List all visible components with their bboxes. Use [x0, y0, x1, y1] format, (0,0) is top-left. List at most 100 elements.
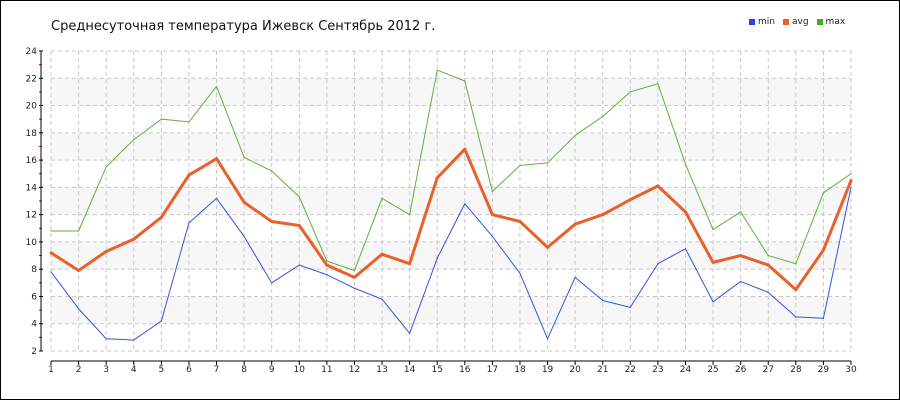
data-point-min: [740, 280, 742, 283]
series-line-min: [50, 187, 852, 341]
data-point-avg: [463, 147, 467, 151]
data-point-min: [353, 287, 356, 289]
y-tick-label: 16: [26, 156, 38, 166]
data-point-max: [50, 230, 52, 232]
x-tick-label: 11: [321, 365, 332, 375]
data-point-max: [712, 229, 714, 231]
data-point-avg: [490, 213, 494, 217]
data-point-avg: [187, 173, 191, 177]
data-point-max: [574, 134, 576, 137]
data-point-avg: [849, 179, 853, 183]
x-tick-label: 19: [542, 365, 554, 375]
data-point-avg: [242, 200, 246, 204]
data-point-avg: [270, 219, 274, 223]
data-point-min: [546, 338, 549, 340]
data-point-min: [50, 271, 52, 273]
data-point-min: [105, 338, 107, 340]
x-tick-label: 7: [214, 365, 220, 375]
data-point-min: [657, 263, 659, 265]
data-point-min: [215, 197, 218, 199]
data-point-avg: [49, 251, 53, 255]
legend-label-min: min: [758, 17, 775, 27]
data-point-max: [188, 121, 190, 123]
data-point-max: [409, 214, 411, 216]
x-tick-label: 13: [376, 365, 387, 375]
data-point-max: [160, 118, 162, 120]
data-point-max: [243, 156, 245, 158]
data-point-avg: [77, 269, 81, 273]
data-point-min: [464, 203, 466, 205]
data-point-avg: [518, 219, 522, 223]
data-point-avg: [794, 288, 798, 292]
y-tick-label: 2: [31, 347, 37, 357]
data-point-avg: [821, 248, 825, 252]
x-tick-label: 20: [569, 365, 581, 375]
data-point-avg: [297, 224, 301, 228]
data-point-max: [602, 115, 604, 118]
x-tick-label: 29: [818, 365, 830, 375]
x-tick-label: 26: [735, 365, 747, 375]
data-point-max: [740, 211, 742, 213]
data-point-avg: [104, 249, 108, 253]
x-tick-label: 2: [76, 365, 82, 375]
legend: min avg max: [749, 17, 845, 27]
data-point-avg: [325, 263, 329, 267]
data-point-max: [215, 85, 218, 88]
data-point-max: [105, 166, 107, 168]
series-line-avg: [50, 147, 853, 292]
data-point-max: [271, 170, 273, 172]
legend-swatch-max: [816, 19, 823, 25]
x-tick-label: 15: [431, 365, 442, 375]
x-tick-label: 10: [294, 365, 306, 375]
grid-band: [51, 132, 851, 161]
y-tick-label: 18: [26, 129, 38, 139]
x-tick-label: 14: [404, 365, 416, 375]
legend-label-max: max: [825, 17, 846, 27]
data-point-avg: [215, 157, 219, 161]
data-point-avg: [435, 176, 439, 180]
data-point-min: [77, 308, 80, 310]
data-point-min: [574, 276, 576, 278]
data-point-avg: [739, 254, 743, 258]
x-tick-label: 25: [707, 365, 718, 375]
x-tick-label: 6: [186, 365, 192, 375]
x-tick-label: 22: [625, 365, 636, 375]
data-point-avg: [408, 262, 412, 266]
data-point-max: [326, 260, 328, 262]
y-tick-label: 12: [26, 211, 37, 221]
data-point-min: [133, 339, 135, 341]
data-point-min: [409, 332, 411, 334]
data-point-avg: [380, 252, 384, 256]
x-tick-label: 1: [48, 365, 54, 375]
x-tick-label: 12: [349, 365, 360, 375]
legend-item-min: min: [749, 17, 775, 27]
x-tick-label: 24: [680, 365, 692, 375]
data-point-avg: [628, 198, 632, 202]
data-point-max: [822, 192, 825, 194]
data-point-min: [767, 291, 769, 293]
x-tick-label: 5: [158, 365, 164, 375]
x-tick-label: 17: [487, 365, 498, 375]
data-point-min: [243, 235, 245, 238]
data-point-avg: [132, 237, 136, 241]
legend-item-avg: avg: [782, 17, 809, 27]
data-point-max: [795, 263, 797, 265]
y-tick-label: 14: [26, 183, 38, 193]
y-tick-label: 22: [26, 74, 37, 84]
x-tick-label: 28: [790, 365, 802, 375]
data-point-max: [77, 230, 80, 232]
data-point-min: [326, 274, 328, 276]
data-point-avg: [546, 245, 550, 249]
x-tick-label: 23: [652, 365, 663, 375]
legend-label-avg: avg: [791, 17, 809, 27]
y-tick-label: 4: [31, 320, 37, 330]
data-point-min: [188, 222, 190, 224]
data-point-avg: [352, 275, 356, 279]
y-tick-label: 20: [26, 102, 38, 112]
data-point-max: [353, 269, 356, 272]
grid-band: [51, 241, 851, 270]
data-point-avg: [711, 260, 715, 264]
x-tick-label: 27: [763, 365, 774, 375]
y-tick-label: 24: [26, 47, 38, 57]
